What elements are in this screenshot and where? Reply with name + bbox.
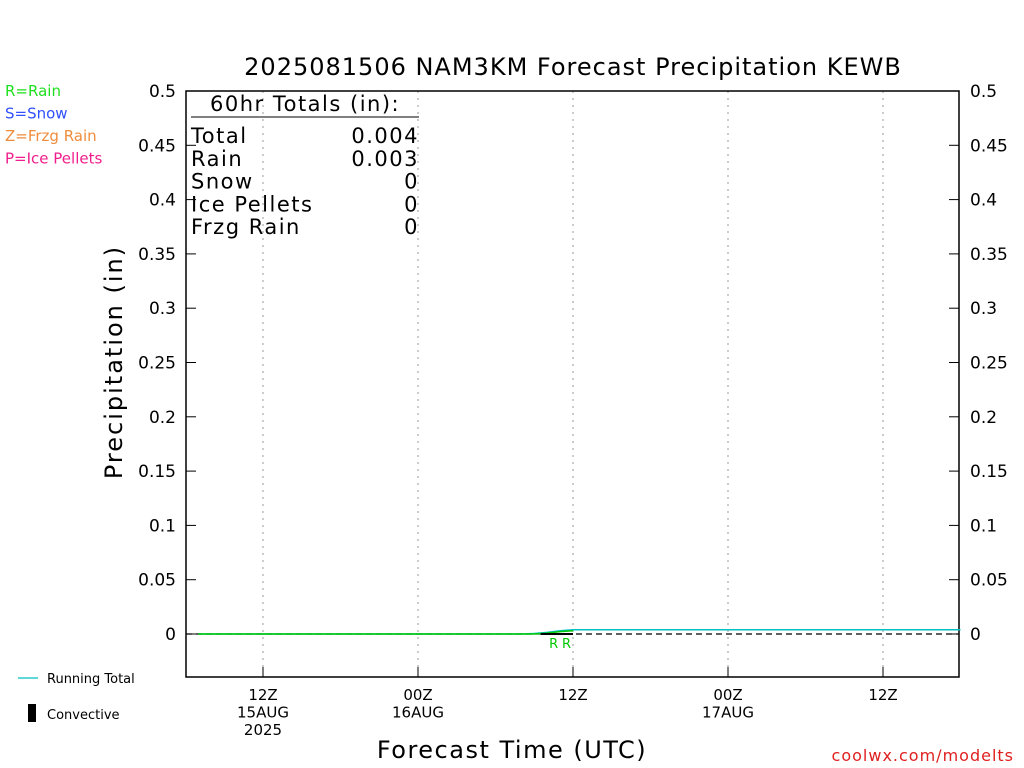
series-lines [198,628,961,635]
x-tick-label: 12Z [868,686,897,704]
x-tick-label: 15AUG [237,704,289,722]
totals-row-label: Ice Pellets [191,192,313,216]
totals-row-label: Snow [191,170,254,194]
totals-row-value: 0 [404,192,419,216]
y-tick-label-right: 0.4 [970,191,997,211]
totals-row-label: Frzg Rain [191,215,301,239]
type-legend-item: Z=Frzg Rain [5,127,97,145]
precip-type-legend: R=Rain S=Snow Z=Frzg Rain P=Ice Pellets [5,82,102,168]
y-axis-ticks: 0.5 0.5 0.45 0.45 0.4 0.4 0.35 0.35 0.3 0.3 0.25 0.… [138,82,1008,645]
totals-row-label: Total [190,124,248,148]
precip-type-mark: R [562,637,571,652]
totals-row-value: 0 [404,170,419,194]
bottom-legend: Running Total Convective [18,672,135,723]
x-tick-label: 00Z [713,686,742,704]
y-tick-label-left: 0.45 [138,136,176,156]
y-tick-label-left: 0.05 [138,571,176,591]
y-tick-label-left: 0.35 [138,245,176,265]
y-tick-label-left: 0.5 [149,82,176,102]
y-tick-label-left: 0.2 [149,408,176,428]
y-tick-label-right: 0.2 [970,408,997,428]
y-tick-label-right: 0.15 [970,462,1008,482]
y-tick-label-left: 0.1 [149,516,176,536]
convective-legend-label: Convective [47,708,120,723]
x-tick-label: 00Z [403,686,432,704]
series-line-rain [198,629,574,635]
y-tick-label-left: 0.15 [138,462,176,482]
type-legend-item: S=Snow [5,105,68,123]
x-tick-label: 12Z [248,686,277,704]
totals-box: 60hr Totals (in): Total 0.004 Rain 0.003 Sno… [190,92,419,239]
credit-text: coolwx.com/modelts [832,746,1014,765]
totals-row-value: 0.004 [351,124,419,148]
y-tick-label-right: 0 [970,625,981,645]
x-tick-label: 2025 [244,721,282,739]
y-tick-label-right: 0.1 [970,516,997,536]
y-tick-label-left: 0.4 [149,191,176,211]
y-tick-label-right: 0.35 [970,245,1008,265]
y-tick-label-right: 0.25 [970,354,1008,374]
vertical-gridlines [262,91,884,677]
totals-row-label: Rain [191,147,243,171]
precip-type-mark: R [549,637,558,652]
totals-row-value: 0 [404,215,419,239]
x-axis-label: Forecast Time (UTC) [377,736,647,764]
y-tick-label-right: 0.05 [970,571,1008,591]
y-tick-label-right: 0.3 [970,299,997,319]
x-tick-label: 17AUG [702,704,754,722]
y-axis-label: Precipitation (in) [100,245,128,479]
running-total-legend-label: Running Total [47,672,135,687]
y-tick-label-right: 0.5 [970,82,997,102]
y-tick-label-left: 0.3 [149,299,176,319]
x-tick-label: 16AUG [392,704,444,722]
y-tick-label-left: 0.25 [138,354,176,374]
y-tick-label-right: 0.45 [970,136,1008,156]
convective-legend-swatch [28,704,36,722]
chart-title: 2025081506 NAM3KM Forecast Precipitation… [244,53,902,81]
totals-row-value: 0.003 [351,147,419,171]
x-tick-label: 12Z [558,686,587,704]
type-legend-item: P=Ice Pellets [5,150,102,168]
totals-rows: Total 0.004 Rain 0.003 Snow 0 Ice Pellets 0 Frzg… [190,124,419,239]
y-tick-label-left: 0 [165,625,176,645]
type-legend-item: R=Rain [5,82,61,100]
totals-header: 60hr Totals (in): [210,92,400,116]
